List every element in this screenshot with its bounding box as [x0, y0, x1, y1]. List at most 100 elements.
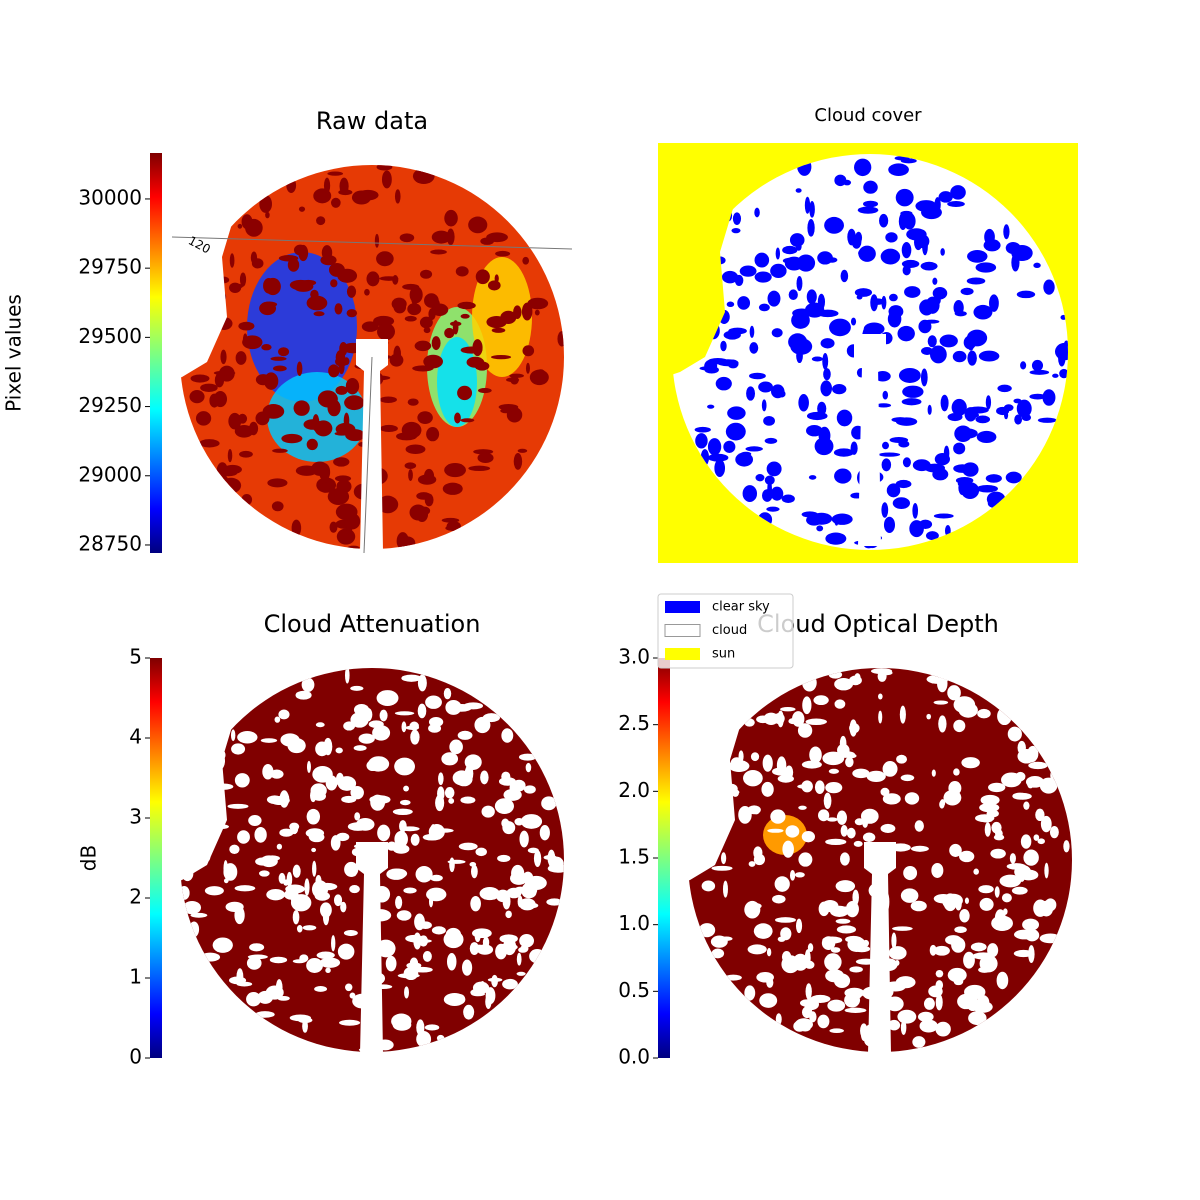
sky-blob [1040, 815, 1052, 833]
sky-blob [795, 918, 803, 934]
sky-blob [290, 894, 312, 912]
sky-blob [368, 720, 384, 729]
sky-blob [975, 262, 997, 273]
sky-blob [796, 275, 803, 292]
colorbar-tick-label: 3 [129, 805, 142, 829]
sky-blob [539, 825, 550, 841]
sky-blob [333, 894, 343, 907]
sky-blob [372, 725, 391, 741]
sky-blob [807, 219, 815, 237]
sky-blob [412, 168, 435, 185]
sky-blob [776, 756, 787, 775]
sky-blob [980, 794, 1000, 806]
sky-blob [954, 425, 972, 442]
sky-blob [888, 946, 907, 960]
sky-blob [940, 248, 945, 256]
sky-blob [231, 743, 246, 755]
sky-blob [431, 926, 446, 935]
sky-blob [862, 832, 876, 843]
sky-blob [403, 785, 410, 792]
sky-blob [347, 822, 369, 831]
sky-blob [966, 277, 986, 285]
sky-blob [989, 294, 999, 312]
sky-blob [970, 942, 987, 952]
sky-blob [1044, 862, 1049, 879]
sky-blob [782, 840, 794, 858]
sky-blob [1029, 393, 1046, 400]
sky-blob [1003, 224, 1010, 240]
sky-blob [466, 356, 485, 368]
sky-blob [1035, 808, 1045, 822]
sky-blob [892, 497, 911, 510]
sky-blob [189, 921, 200, 938]
sky-blob [947, 967, 967, 983]
sky-blob [522, 256, 530, 265]
sky-blob [761, 781, 774, 797]
sky-blob [785, 825, 800, 838]
sky-blob [988, 782, 1006, 793]
sky-blob [225, 901, 244, 913]
sky-blob [898, 367, 921, 383]
sky-blob [480, 770, 489, 785]
sky-blob [953, 442, 966, 455]
sky-blob [914, 820, 924, 832]
sky-blob [754, 207, 760, 218]
sky-blob [521, 882, 538, 898]
sky-blob [259, 195, 273, 213]
sky-blob [758, 303, 770, 312]
sky-blob [932, 277, 938, 285]
sky-blob [472, 928, 492, 939]
sky-blob [782, 257, 800, 264]
sky-blob [880, 823, 896, 833]
sky-blob [349, 885, 360, 894]
sky-blob [319, 482, 330, 493]
sky-blob [863, 322, 885, 336]
sky-blob [809, 1011, 817, 1023]
sky-blob [336, 528, 356, 545]
sky-blob [346, 285, 357, 298]
sky-blob [547, 864, 564, 873]
sky-blob [852, 768, 870, 779]
sky-blob [959, 850, 975, 863]
sky-blob [1028, 761, 1048, 770]
sky-blob [344, 668, 350, 684]
sky-blob [518, 898, 536, 911]
sky-blob [234, 885, 256, 892]
sky-blob [246, 991, 262, 1007]
sky-blob [767, 828, 784, 833]
sky-blob [979, 802, 1000, 813]
sky-blob [306, 295, 328, 311]
sky-blob [449, 857, 455, 873]
sky-blob [200, 383, 218, 393]
sky-blob [417, 474, 437, 485]
sky-blob [878, 693, 883, 700]
sky-blob [418, 935, 429, 947]
sky-blob [836, 810, 847, 825]
sky-blob [486, 316, 507, 329]
sky-blob [728, 760, 750, 772]
sky-blob [900, 774, 915, 782]
sky-blob [976, 484, 998, 493]
sky-blob [426, 427, 440, 442]
sky-blob [317, 882, 338, 891]
sky-blob [732, 212, 742, 226]
sky-blob [817, 293, 826, 310]
sky-blob [933, 945, 950, 956]
sky-blob [694, 426, 711, 433]
sky-blob [519, 934, 535, 948]
sky-blob [1033, 834, 1040, 841]
sky-blob [346, 522, 353, 535]
sky-blob [335, 356, 348, 367]
sky-blob [934, 452, 950, 466]
sky-blob [379, 709, 388, 722]
sky-blob [350, 785, 364, 800]
sky-blob [901, 398, 922, 406]
sky-blob [1020, 834, 1032, 849]
sky-blob [430, 249, 447, 255]
sky-blob [863, 200, 879, 208]
sky-blob [239, 450, 253, 458]
legend-label: sun [712, 647, 735, 662]
sky-blob [801, 511, 819, 518]
sky-blob [487, 280, 501, 291]
horizon-mask [675, 655, 745, 885]
